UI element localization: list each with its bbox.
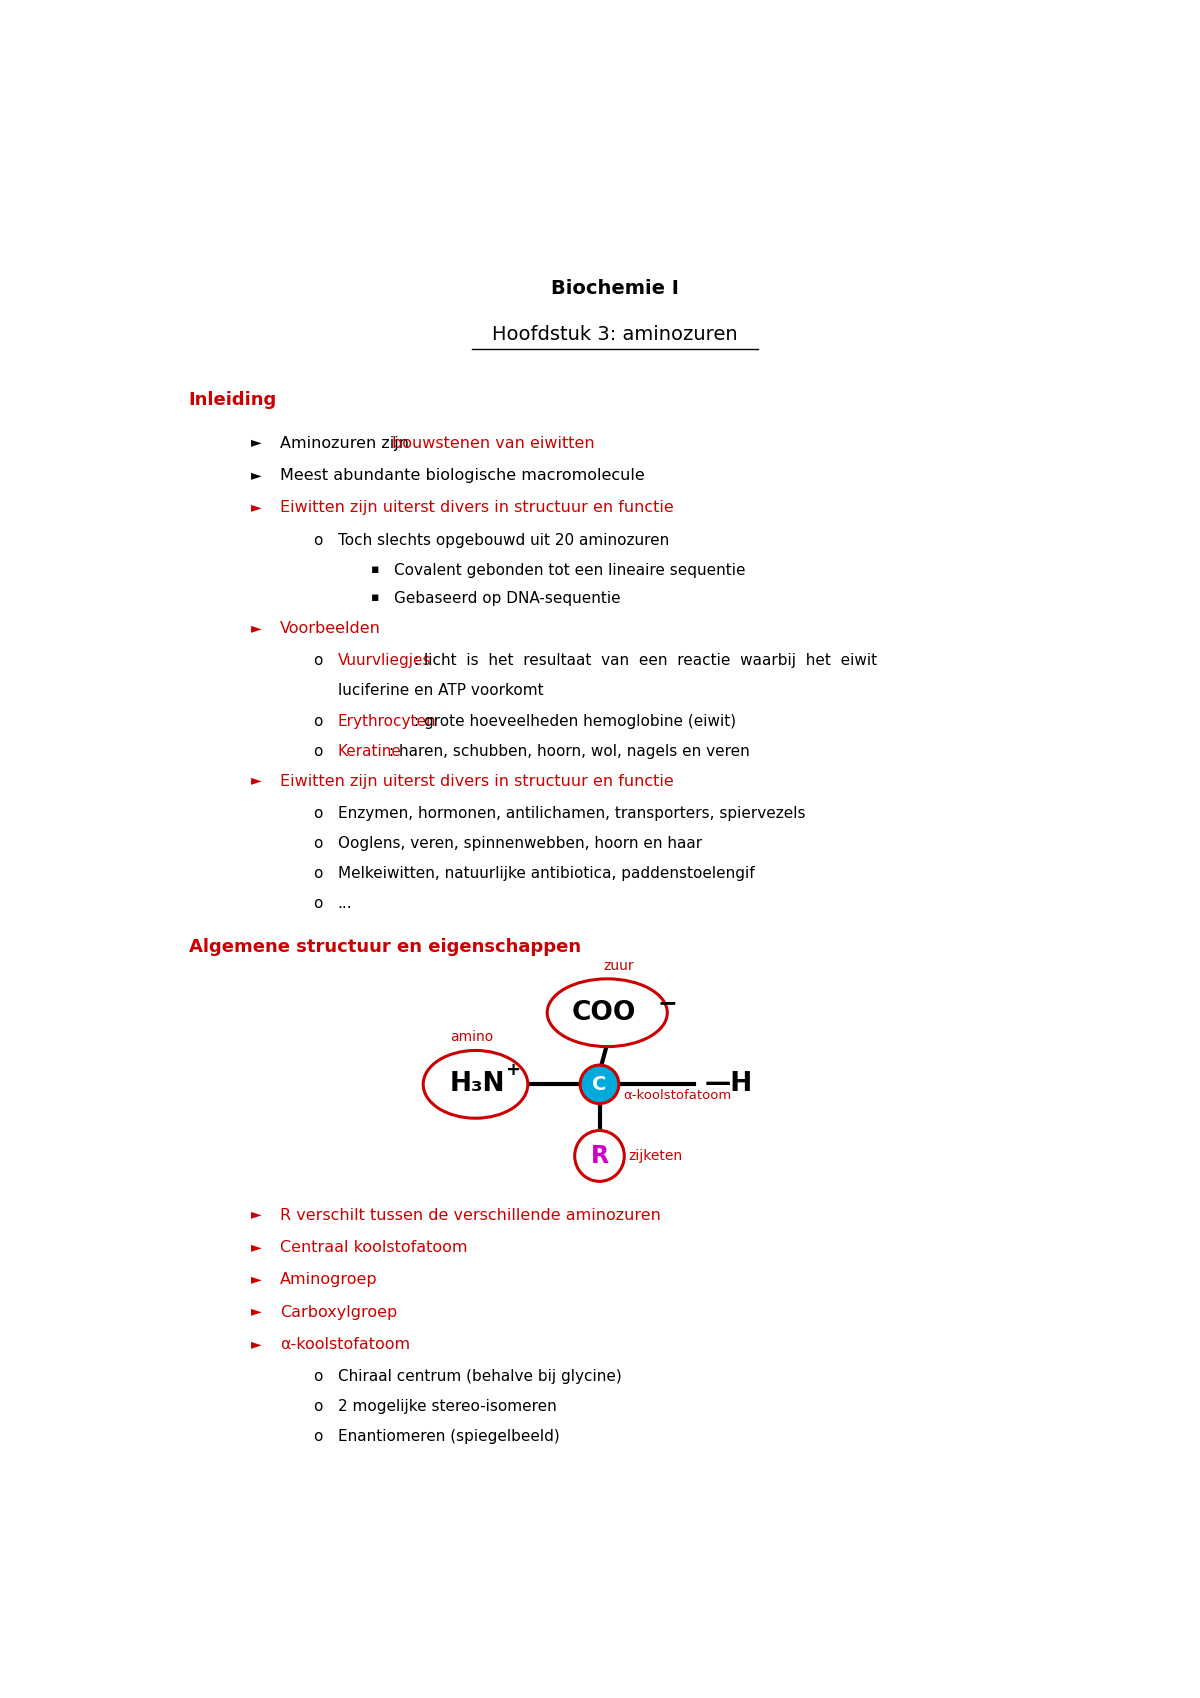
- Text: Aminogroep: Aminogroep: [281, 1272, 378, 1287]
- Text: o: o: [313, 744, 322, 759]
- Text: : licht  is  het  resultaat  van  een  reactie  waarbij  het  eiwit: : licht is het resultaat van een reactie…: [414, 654, 877, 669]
- Text: Eiwitten zijn uiterst divers in structuur en functie: Eiwitten zijn uiterst divers in structuu…: [281, 774, 674, 788]
- Text: o: o: [313, 1369, 322, 1384]
- Text: 2 mogelijke stereo-isomeren: 2 mogelijke stereo-isomeren: [337, 1399, 557, 1414]
- Text: Melkeiwitten, natuurlijke antibiotica, paddenstoelengif: Melkeiwitten, natuurlijke antibiotica, p…: [337, 866, 754, 881]
- Ellipse shape: [580, 1065, 619, 1104]
- Text: o: o: [313, 1399, 322, 1414]
- Text: Covalent gebonden tot een lineaire sequentie: Covalent gebonden tot een lineaire seque…: [394, 562, 745, 577]
- Text: o: o: [313, 713, 322, 728]
- Text: COO: COO: [571, 1000, 636, 1026]
- Text: Hoofdstuk 3: aminozuren: Hoofdstuk 3: aminozuren: [492, 326, 738, 345]
- Text: Biochemie I: Biochemie I: [551, 278, 679, 299]
- Ellipse shape: [575, 1131, 624, 1182]
- Text: ►: ►: [251, 501, 262, 514]
- Text: R verschilt tussen de verschillende aminozuren: R verschilt tussen de verschillende amin…: [281, 1207, 661, 1223]
- Text: luciferine en ATP voorkomt: luciferine en ATP voorkomt: [337, 684, 544, 698]
- Text: α-koolstofatoom: α-koolstofatoom: [281, 1336, 410, 1352]
- Text: ►: ►: [251, 435, 262, 450]
- Text: Vuurvliegjes: Vuurvliegjes: [337, 654, 431, 669]
- Text: Erythrocyten: Erythrocyten: [337, 713, 436, 728]
- Text: zuur: zuur: [604, 959, 634, 973]
- Text: o: o: [313, 835, 322, 851]
- Text: o: o: [313, 1430, 322, 1445]
- Text: Centraal koolstofatoom: Centraal koolstofatoom: [281, 1240, 468, 1255]
- Text: ▪: ▪: [371, 562, 379, 576]
- Ellipse shape: [547, 978, 667, 1046]
- Text: Toch slechts opgebouwd uit 20 aminozuren: Toch slechts opgebouwd uit 20 aminozuren: [337, 533, 668, 547]
- Text: Voorbeelden: Voorbeelden: [281, 621, 382, 637]
- Text: ►: ►: [251, 469, 262, 482]
- Text: zijketen: zijketen: [628, 1150, 683, 1163]
- Text: α-koolstofatoom: α-koolstofatoom: [623, 1088, 731, 1102]
- Text: amino: amino: [450, 1031, 493, 1044]
- Text: Eiwitten zijn uiterst divers in structuur en functie: Eiwitten zijn uiterst divers in structuu…: [281, 501, 674, 514]
- Text: o: o: [313, 533, 322, 547]
- Text: o: o: [313, 866, 322, 881]
- Text: ►: ►: [251, 621, 262, 635]
- Text: Inleiding: Inleiding: [188, 391, 277, 409]
- Text: Aminozuren zijn: Aminozuren zijn: [281, 435, 414, 450]
- Text: : haren, schubben, hoorn, wol, nagels en veren: : haren, schubben, hoorn, wol, nagels en…: [389, 744, 750, 759]
- Text: H₃N: H₃N: [449, 1071, 505, 1097]
- Text: ►: ►: [251, 774, 262, 788]
- Text: −: −: [658, 992, 677, 1015]
- Ellipse shape: [424, 1051, 528, 1119]
- Text: ▪: ▪: [371, 591, 379, 604]
- Text: Keratine: Keratine: [337, 744, 402, 759]
- Text: ►: ►: [251, 1336, 262, 1352]
- Text: o: o: [313, 897, 322, 912]
- Text: Enantiomeren (spiegelbeeld): Enantiomeren (spiegelbeeld): [337, 1430, 559, 1445]
- Text: : grote hoeveelheden hemoglobine (eiwit): : grote hoeveelheden hemoglobine (eiwit): [414, 713, 736, 728]
- Text: bouwstenen van eiwitten: bouwstenen van eiwitten: [391, 435, 594, 450]
- Text: ►: ►: [251, 1304, 262, 1319]
- Text: +: +: [505, 1061, 520, 1078]
- Text: Enzymen, hormonen, antilichamen, transporters, spiervezels: Enzymen, hormonen, antilichamen, transpo…: [337, 807, 805, 820]
- Text: ►: ►: [251, 1240, 262, 1253]
- Text: ►: ►: [251, 1272, 262, 1285]
- Text: Carboxylgroep: Carboxylgroep: [281, 1304, 397, 1319]
- Text: —H: —H: [704, 1071, 752, 1097]
- Text: Meest abundante biologische macromolecule: Meest abundante biologische macromolecul…: [281, 469, 644, 482]
- Text: o: o: [313, 807, 322, 820]
- Text: Algemene structuur en eigenschappen: Algemene structuur en eigenschappen: [188, 937, 581, 956]
- Text: Chiraal centrum (behalve bij glycine): Chiraal centrum (behalve bij glycine): [337, 1369, 622, 1384]
- Text: Ooglens, veren, spinnenwebben, hoorn en haar: Ooglens, veren, spinnenwebben, hoorn en …: [337, 835, 702, 851]
- Text: C: C: [593, 1075, 607, 1094]
- Text: ►: ►: [251, 1207, 262, 1221]
- Text: R: R: [590, 1144, 608, 1168]
- Text: ...: ...: [337, 897, 352, 912]
- Text: Gebaseerd op DNA-sequentie: Gebaseerd op DNA-sequentie: [394, 591, 620, 606]
- Text: o: o: [313, 654, 322, 669]
